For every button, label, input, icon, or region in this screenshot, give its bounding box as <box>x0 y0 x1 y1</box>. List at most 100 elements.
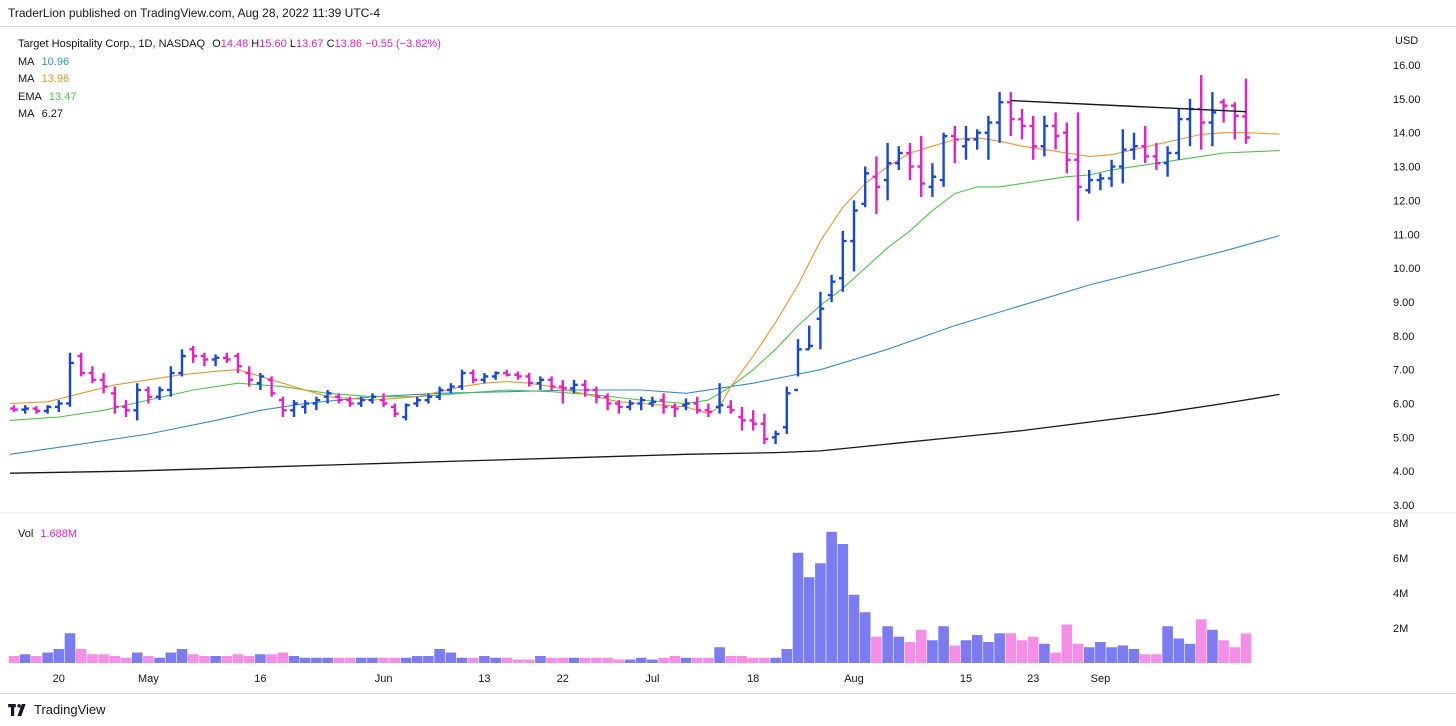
volume-bar <box>1061 624 1073 663</box>
ohlc-bar <box>682 398 690 411</box>
indicator-label: MA <box>18 73 35 85</box>
price-tick-label: 15.00 <box>1393 94 1421 106</box>
indicator-row-ma1[interactable]: MA 10.96 <box>18 54 441 72</box>
volume-legend[interactable]: Vol 1.688M <box>18 528 77 540</box>
price-axis[interactable]: 16.00 15.00 14.00 13.00 12.00 11.00 10.00 9.00 8… <box>1393 60 1421 512</box>
volume-bar <box>411 656 423 663</box>
volume-bar <box>815 563 826 663</box>
ohlc-bar <box>200 352 209 367</box>
ma-line-blue <box>9 235 1280 455</box>
low-label: L <box>289 38 296 50</box>
volume-bar <box>904 642 916 663</box>
volume-bar <box>355 657 367 663</box>
indicator-label: EMA <box>18 90 42 103</box>
volume-bar <box>1106 647 1117 663</box>
volume-bar <box>19 654 31 663</box>
volume-bar <box>64 633 76 663</box>
ohlc-bar <box>111 386 119 414</box>
time-tick-label: 16 <box>254 673 266 685</box>
ohlc-bar <box>1085 169 1093 194</box>
volume-value: 1.688M <box>40 528 78 540</box>
volume-bar <box>602 657 613 663</box>
ohlc-bar <box>514 371 522 380</box>
price-tick-label: 16.00 <box>1393 60 1421 72</box>
volume-bar <box>322 657 333 663</box>
ohlc-bar <box>727 400 735 414</box>
volume-bar <box>344 657 356 663</box>
volume-axis[interactable]: 8M 6M 4M 2M <box>1393 518 1408 635</box>
volume-bar <box>131 652 143 663</box>
volume-bar <box>501 657 513 663</box>
volume-bar <box>288 656 300 663</box>
volume-bar <box>915 629 927 663</box>
ohlc-bar <box>671 403 679 418</box>
trendline[interactable] <box>1010 99 1247 113</box>
volume-bar <box>591 657 602 663</box>
open-value: 14.48 <box>220 38 249 50</box>
ohlc-bar <box>1208 92 1217 147</box>
volume-bar <box>1218 640 1229 663</box>
volume-bar <box>680 657 692 663</box>
indicator-row-ma2[interactable]: MA 13.96 <box>18 71 441 89</box>
volume-bar <box>333 657 345 663</box>
ohlc-bar <box>1130 132 1138 160</box>
volume-bar <box>837 544 849 663</box>
price-tick-label: 13.00 <box>1393 162 1421 174</box>
ohlc-bar <box>1231 102 1239 140</box>
ohlc-bar <box>290 400 298 418</box>
ohlc-bar <box>211 354 220 367</box>
volume-bar <box>378 657 389 663</box>
volume-bar <box>949 645 961 663</box>
symbol-name[interactable]: Target Hospitality Corp., 1D, NASDAQ <box>18 38 206 50</box>
volume-bar <box>311 657 322 663</box>
indicator-row-ma3[interactable]: MA 6.27 <box>18 106 441 124</box>
ohlc-bar <box>883 142 892 201</box>
indicator-row-ema[interactable]: EMA 13.47 <box>18 89 441 107</box>
price-tick-label: 12.00 <box>1393 195 1421 207</box>
ohlc-bar <box>234 352 242 374</box>
volume-bar <box>1005 633 1017 663</box>
volume-tick-label: 4M <box>1393 588 1408 600</box>
volume-bar <box>1083 647 1095 663</box>
volume-bar <box>210 656 221 663</box>
ohlc-bar <box>771 430 780 445</box>
indicator-value: 10.96 <box>41 55 70 68</box>
volume-bar <box>8 656 20 663</box>
volume-bar <box>859 612 871 663</box>
ohlc-bar <box>21 405 29 414</box>
ohlc-bar <box>167 366 175 397</box>
indicator-label: MA <box>18 108 35 120</box>
ohlc-bar <box>626 400 634 411</box>
volume-bar <box>535 656 546 663</box>
ohlc-bar <box>794 339 802 392</box>
ohlc-bar <box>637 396 645 411</box>
time-tick-label: 15 <box>960 673 972 685</box>
ohlc-bar <box>872 156 881 214</box>
ohlc-bar <box>984 115 993 160</box>
ohlc-bar <box>648 396 657 407</box>
ohlc-bar <box>133 383 141 421</box>
ohlc-bar <box>279 396 287 418</box>
ohlc-bar <box>1029 115 1037 160</box>
ohlc-bar <box>1107 159 1116 187</box>
time-tick-label: Sep <box>1091 673 1111 685</box>
time-axis[interactable]: 20 May 16 Jun 13 22 Jul 18 Aug 15 23 Sep <box>53 673 1111 685</box>
ohlc-bar <box>122 400 130 418</box>
volume-bar <box>434 649 445 663</box>
volume-bar <box>154 657 165 663</box>
volume-bar <box>1072 643 1084 663</box>
volume-bar <box>781 649 793 663</box>
ohlc-bar <box>570 379 578 394</box>
volume-bar <box>803 577 815 663</box>
volume-bar <box>960 640 972 663</box>
volume-bar <box>1027 636 1039 663</box>
ohlc-bar <box>816 291 825 350</box>
ohlc-bar <box>760 413 769 445</box>
ohlc-bar <box>458 369 466 390</box>
volume-bar <box>1240 633 1252 663</box>
indicator-value: 13.96 <box>41 73 70 85</box>
ohlc-bar <box>895 146 903 170</box>
volume-bar <box>120 657 132 663</box>
ohlc-bar <box>1096 173 1105 191</box>
